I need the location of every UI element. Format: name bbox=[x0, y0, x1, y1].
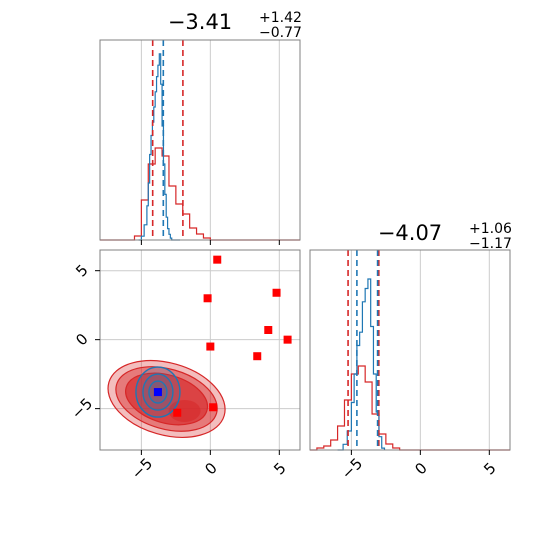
histograms bbox=[310, 278, 510, 451]
red-square-marker bbox=[173, 408, 182, 417]
red-square-marker bbox=[253, 352, 262, 361]
title-x-minus: −0.77 bbox=[259, 25, 302, 41]
grid bbox=[350, 250, 490, 450]
title-y-plus: +1.06 bbox=[469, 221, 512, 237]
blue-histogram bbox=[138, 53, 180, 241]
title-y-value: −4.07 bbox=[378, 221, 442, 245]
title-x-plus: +1.42 bbox=[259, 10, 302, 26]
title-y: −4.07 bbox=[378, 221, 442, 245]
panel-x-marginal: −3.41 +1.42 −0.77 bbox=[99, 10, 302, 245]
x-ticks bbox=[140, 240, 280, 245]
title-x-value: −3.41 bbox=[168, 10, 232, 34]
x-tick-label: −5 bbox=[128, 455, 156, 483]
red-square-marker bbox=[209, 403, 218, 412]
title-y-minus: −1.17 bbox=[469, 236, 512, 252]
panel-y-marginal: −5 0 5 −4.07 +1.06 −1.17 bbox=[309, 221, 512, 483]
quantile-lines bbox=[151, 40, 184, 240]
histograms bbox=[100, 53, 300, 241]
title-x: −3.41 bbox=[168, 10, 232, 34]
red-square-marker bbox=[283, 335, 292, 344]
panel-frame bbox=[309, 249, 511, 451]
y-tick-label: 5 bbox=[72, 261, 91, 280]
y-tick-label: −5 bbox=[68, 394, 96, 422]
x-tick-label: −5 bbox=[338, 455, 366, 483]
markers bbox=[153, 255, 292, 417]
x-ticks: −5 0 5 bbox=[128, 450, 290, 483]
red-square-marker bbox=[264, 326, 273, 334]
panel-frame bbox=[99, 249, 301, 451]
red-histogram bbox=[310, 365, 510, 451]
x-ticks: −5 0 5 bbox=[338, 450, 500, 483]
x-tick-label: 0 bbox=[411, 459, 430, 478]
panel-joint: −5 0 5 −5 0 5 bbox=[68, 249, 301, 483]
contours bbox=[107, 360, 226, 438]
red-square-marker bbox=[206, 342, 215, 351]
red-histogram bbox=[100, 147, 300, 241]
grid bbox=[140, 40, 280, 240]
y-tick-label: 0 bbox=[72, 330, 91, 349]
x-tick-label: 0 bbox=[201, 459, 220, 478]
panel-frame bbox=[99, 39, 301, 241]
red-square-marker bbox=[213, 255, 222, 264]
red-square-marker bbox=[272, 288, 281, 297]
blue-square-marker bbox=[153, 388, 162, 397]
y-ticks: −5 0 5 bbox=[68, 261, 100, 423]
red-square-marker bbox=[203, 294, 212, 303]
quantile-lines bbox=[347, 250, 380, 450]
x-tick-label: 5 bbox=[270, 459, 289, 478]
x-tick-label: 5 bbox=[480, 459, 499, 478]
grid bbox=[100, 250, 300, 450]
